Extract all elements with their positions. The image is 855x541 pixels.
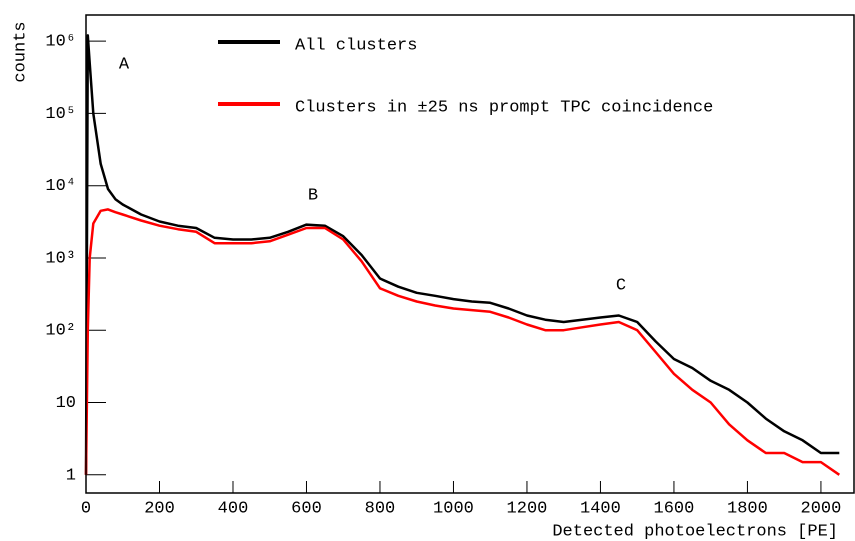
y-tick-label: 10³ <box>45 249 76 268</box>
x-tick-label: 0 <box>81 499 91 518</box>
y-axis-label: counts <box>11 21 30 82</box>
x-tick-label: 1200 <box>507 499 548 518</box>
annotation: A <box>119 55 130 74</box>
x-tick-label: 2000 <box>801 499 842 518</box>
x-tick-label: 600 <box>291 499 322 518</box>
series-line <box>84 208 841 476</box>
annotation: B <box>308 186 318 205</box>
x-tick-label: 200 <box>144 499 175 518</box>
x-tick-label: 400 <box>218 499 249 518</box>
plot-frame <box>85 14 855 494</box>
legend-label: Clusters in ±25 ns prompt TPC coincidenc… <box>295 98 713 117</box>
x-tick-label: 1000 <box>433 499 474 518</box>
x-tick-label: 1400 <box>580 499 621 518</box>
x-tick-label: 1600 <box>654 499 695 518</box>
annotation: C <box>616 276 626 295</box>
y-tick-label: 10⁶ <box>45 33 76 52</box>
y-tick-label: 10 <box>56 394 76 413</box>
y-tick-label: 10⁴ <box>45 177 76 196</box>
x-axis-label: Detected photoelectrons [PE] <box>552 522 838 541</box>
legend-label: All clusters <box>295 36 417 55</box>
y-tick-label: 10⁵ <box>45 105 76 124</box>
series-line <box>84 34 840 475</box>
y-tick-label: 1 <box>66 466 76 485</box>
x-tick-label: 1800 <box>727 499 768 518</box>
x-tick-label: 800 <box>365 499 396 518</box>
y-tick-label: 10² <box>45 322 76 341</box>
